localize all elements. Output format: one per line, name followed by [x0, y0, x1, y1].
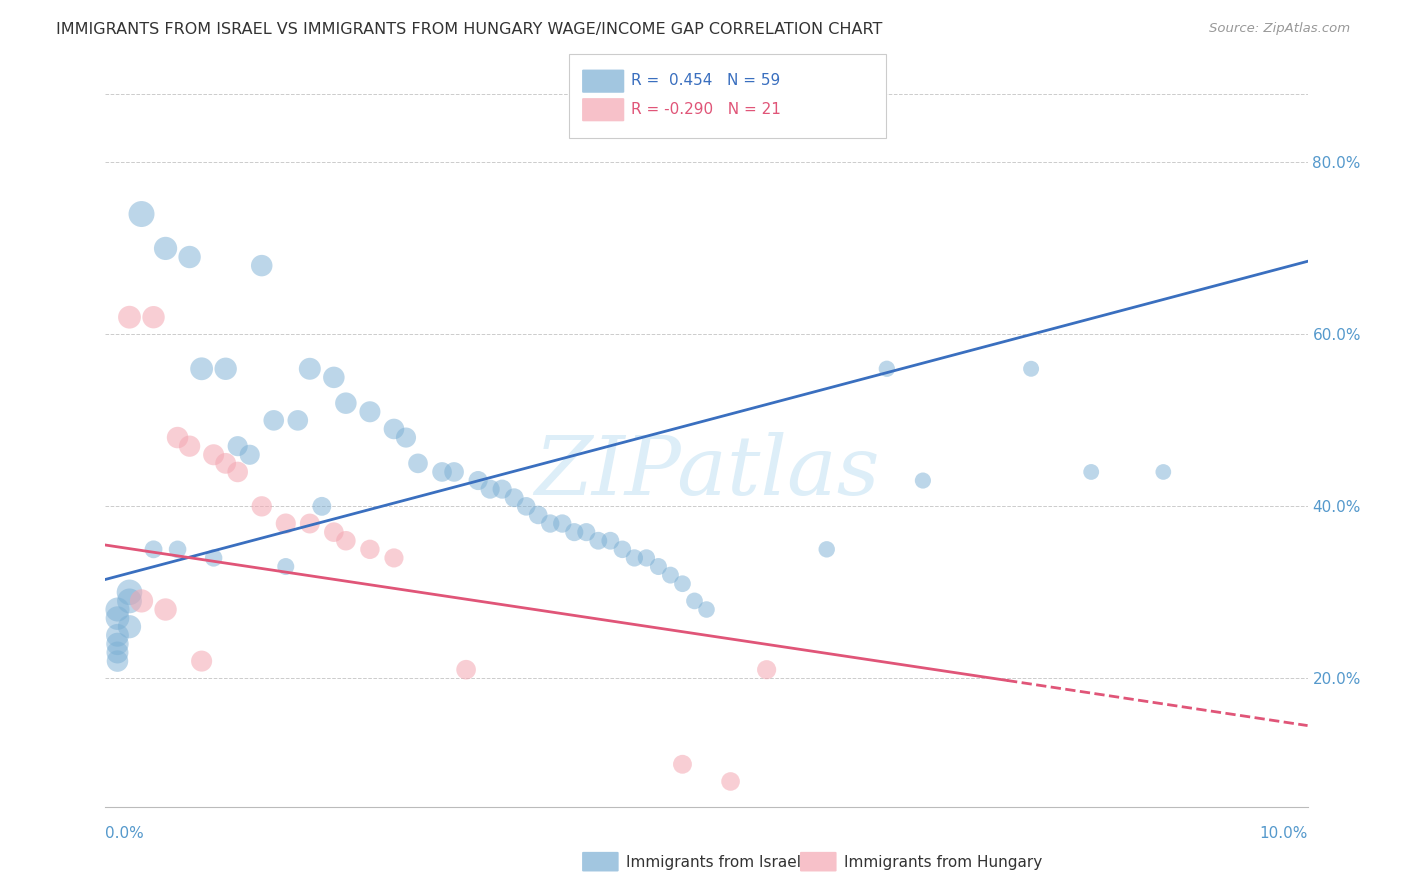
Text: R =  0.454   N = 59: R = 0.454 N = 59: [631, 73, 780, 87]
Point: [454, 663, 477, 677]
Point: [322, 525, 344, 540]
Text: Immigrants from Hungary: Immigrants from Hungary: [844, 855, 1042, 870]
Point: [1152, 465, 1174, 479]
Point: [467, 474, 489, 488]
Point: [430, 465, 453, 479]
Point: [720, 774, 742, 789]
Point: [131, 207, 153, 221]
Point: [239, 448, 262, 462]
Point: [382, 550, 405, 565]
Point: [118, 594, 141, 608]
Text: R = -0.290   N = 21: R = -0.290 N = 21: [631, 103, 782, 117]
Point: [179, 439, 201, 453]
Point: [166, 431, 188, 445]
Text: ZIPatlas: ZIPatlas: [534, 432, 879, 512]
Point: [696, 602, 718, 616]
Point: [623, 550, 645, 565]
Point: [107, 628, 129, 642]
Point: [1019, 361, 1042, 376]
Point: [287, 413, 309, 427]
Point: [359, 542, 381, 557]
Text: Immigrants from Israel: Immigrants from Israel: [626, 855, 800, 870]
Point: [107, 602, 129, 616]
Point: [683, 594, 706, 608]
Point: [575, 525, 598, 540]
Point: [214, 456, 236, 470]
Point: [599, 533, 621, 548]
Point: [107, 637, 129, 651]
Point: [515, 500, 537, 514]
Point: [335, 396, 357, 410]
Point: [647, 559, 669, 574]
Point: [274, 559, 297, 574]
Point: [491, 482, 513, 496]
Point: [107, 646, 129, 660]
Point: [755, 663, 778, 677]
Point: [443, 465, 465, 479]
Point: [226, 465, 249, 479]
Point: [226, 439, 249, 453]
Point: [298, 361, 321, 376]
Point: [538, 516, 561, 531]
Point: [107, 611, 129, 625]
Point: [815, 542, 838, 557]
Point: [311, 500, 333, 514]
Point: [263, 413, 285, 427]
Point: [335, 533, 357, 548]
Point: [479, 482, 502, 496]
Point: [202, 550, 225, 565]
Point: [118, 310, 141, 325]
Point: [1080, 465, 1102, 479]
Point: [911, 474, 934, 488]
Point: [190, 361, 212, 376]
Point: [671, 757, 693, 772]
Point: [131, 594, 153, 608]
Point: [671, 576, 693, 591]
Text: 10.0%: 10.0%: [1260, 827, 1308, 841]
Point: [359, 405, 381, 419]
Point: [551, 516, 574, 531]
Point: [406, 456, 429, 470]
Point: [395, 431, 418, 445]
Point: [636, 550, 658, 565]
Point: [155, 241, 177, 255]
Point: [118, 620, 141, 634]
Text: 0.0%: 0.0%: [105, 827, 145, 841]
Text: Source: ZipAtlas.com: Source: ZipAtlas.com: [1209, 22, 1350, 36]
Point: [118, 585, 141, 599]
Point: [190, 654, 212, 668]
Point: [155, 602, 177, 616]
Point: [503, 491, 526, 505]
Text: IMMIGRANTS FROM ISRAEL VS IMMIGRANTS FROM HUNGARY WAGE/INCOME GAP CORRELATION CH: IMMIGRANTS FROM ISRAEL VS IMMIGRANTS FRO…: [56, 22, 883, 37]
Point: [382, 422, 405, 436]
Point: [876, 361, 898, 376]
Point: [659, 568, 682, 582]
Point: [588, 533, 610, 548]
Point: [166, 542, 188, 557]
Point: [202, 448, 225, 462]
Point: [250, 259, 273, 273]
Point: [562, 525, 585, 540]
Point: [298, 516, 321, 531]
Point: [274, 516, 297, 531]
Point: [527, 508, 550, 522]
Point: [142, 310, 165, 325]
Point: [214, 361, 236, 376]
Point: [250, 500, 273, 514]
Point: [142, 542, 165, 557]
Point: [612, 542, 634, 557]
Point: [107, 654, 129, 668]
Point: [179, 250, 201, 264]
Point: [322, 370, 344, 384]
